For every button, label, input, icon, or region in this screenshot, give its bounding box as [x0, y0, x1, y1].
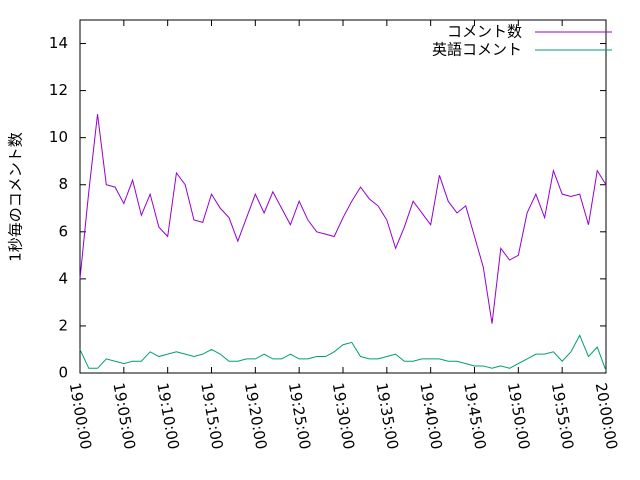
x-tick-label: 19:45:00 — [460, 381, 489, 450]
x-tick-label: 19:30:00 — [329, 381, 358, 450]
legend-label: 英語コメント — [432, 41, 522, 59]
x-tick-label: 19:15:00 — [197, 381, 226, 450]
x-tick-label: 19:05:00 — [109, 381, 138, 450]
x-tick-label: 19:25:00 — [285, 381, 314, 450]
y-tick-label: 0 — [58, 364, 68, 382]
x-tick-label: 19:00:00 — [66, 381, 95, 450]
y-tick-label: 6 — [58, 222, 68, 240]
x-tick-label: 19:20:00 — [241, 381, 270, 450]
plot-frame — [79, 19, 607, 374]
x-tick-label: 19:40:00 — [416, 381, 445, 450]
y-tick-label: 4 — [58, 269, 68, 287]
legend-label: コメント数 — [447, 23, 522, 41]
y-tick-label: 2 — [58, 316, 68, 334]
y-axis-label: 1秒毎のコメント数 — [7, 132, 25, 262]
y-tick-label: 14 — [49, 34, 68, 52]
y-tick-label: 10 — [49, 128, 68, 146]
x-tick-label: 19:55:00 — [548, 381, 577, 450]
y-tick-label: 12 — [49, 81, 68, 99]
x-tick-label: 19:35:00 — [372, 381, 401, 450]
data-line — [79, 334, 607, 371]
x-tick-label: 19:50:00 — [504, 381, 533, 450]
x-tick-label: 19:10:00 — [153, 381, 182, 450]
x-tick-label: 20:00:00 — [592, 381, 621, 450]
y-tick-label: 8 — [58, 175, 68, 193]
data-line — [79, 114, 607, 324]
